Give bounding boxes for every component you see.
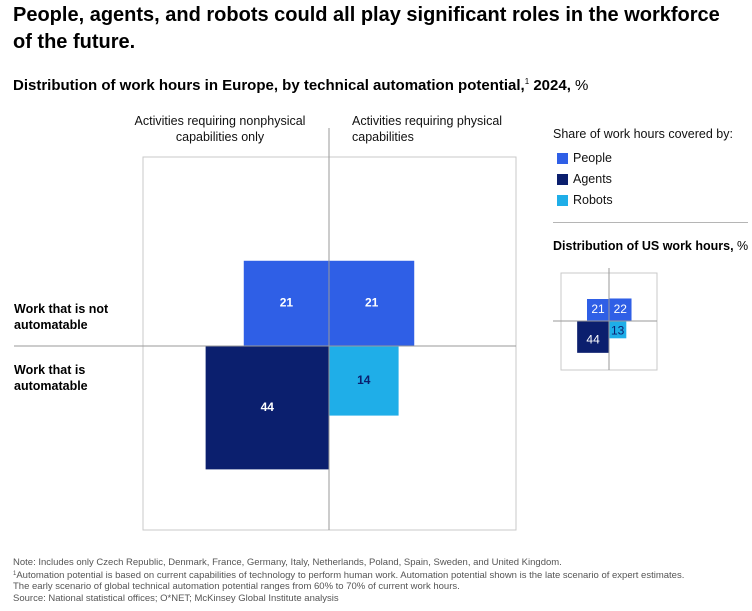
subtitle-footnote-mark: 1 [524,77,530,86]
headline: People, agents, and robots could all pla… [13,4,720,53]
europe-square-physical-automatable [329,346,399,416]
europe-value-label-nonphysical-not-automatable: 21 [280,296,294,310]
us-square-nonphysical-not-automatable [587,299,609,321]
legend-swatch-people [557,152,568,164]
legend-item-robots: Robots [557,193,613,207]
europe-value-label-nonphysical-automatable: 44 [261,400,275,414]
legend-swatch-robots [557,194,568,206]
legend-title: Share of work hours covered by: [553,127,733,141]
legend-divider [553,222,748,223]
note-text: Note: Includes only Czech Republic, Denm… [13,557,562,568]
footnote-1-line1: Automation potential is based on current… [16,569,685,581]
legend-label-people: People [573,151,612,165]
legend-item-agents: Agents [557,172,612,186]
legend-label-robots: Robots [573,193,613,207]
us-value-label-nonphysical-automatable: 44 [586,332,600,346]
column-header-physical: Activities requiring physical capabiliti… [352,114,503,144]
us-square-physical-not-automatable [609,298,632,321]
us-value-label-physical-automatable: 13 [611,324,625,338]
us-value-label-nonphysical-not-automatable: 21 [591,302,605,316]
subtitle-unit: % [575,77,589,94]
subtitle-year: 2024, [533,77,571,94]
source-text: Source: National statistical offices; O*… [13,592,339,604]
chart-subtitle: Distribution of work hours in Europe, by… [13,77,588,94]
footnote-1-mark: 1 [13,570,17,577]
column-header-nonphysical: Activities requiring nonphysical capabil… [134,114,306,144]
footnotes: Note: Includes only Czech Republic, Denm… [13,557,684,604]
legend-label-agents: Agents [573,172,612,186]
us-value-label-physical-not-automatable: 22 [614,302,628,316]
us-title-unit: % [737,239,749,253]
row-header-automatable: Work that is automatable [14,363,88,393]
us-square-physical-automatable [609,321,627,339]
legend-swatch-agents [557,173,568,185]
europe-square-nonphysical-automatable [205,346,329,470]
europe-value-label-physical-automatable: 14 [357,373,371,387]
footnote-1: 1Automation potential is based on curren… [13,569,684,582]
legend-item-people: People [557,151,612,165]
us-title-main: Distribution of US work hours, [553,239,734,253]
europe-square-physical-not-automatable [329,260,415,346]
row-header-not-automatable: Work that is not automatable [14,302,109,332]
europe-square-nonphysical-not-automatable [243,260,329,346]
subtitle-main: Distribution of work hours in Europe, by… [13,77,525,94]
footnote-1-line2: The early scenario of global technical a… [13,581,460,592]
us-chart-title: Distribution of US work hours, % [553,239,748,253]
us-square-nonphysical-automatable [577,321,609,353]
europe-value-label-physical-not-automatable: 21 [365,296,379,310]
